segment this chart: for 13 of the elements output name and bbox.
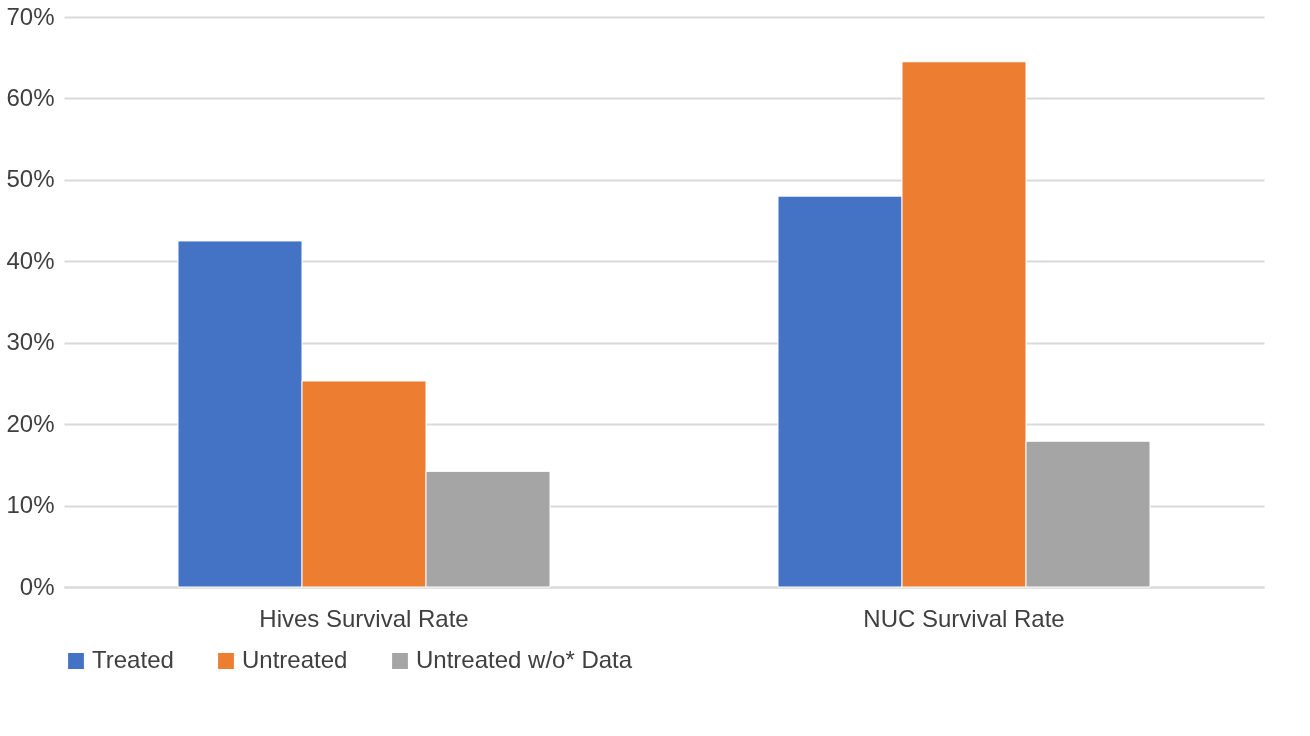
y-tick-label: 70% <box>6 2 55 30</box>
legend-label: Treated <box>92 646 174 673</box>
x-tick-label: Hives Survival Rate <box>259 604 469 632</box>
legend-label: Untreated <box>242 646 348 673</box>
y-tick-label: 30% <box>6 328 55 356</box>
y-tick-label: 50% <box>6 165 55 193</box>
y-tick-label: 0% <box>19 572 55 600</box>
legend-label: Untreated w/o* Data <box>416 646 633 673</box>
y-tick-label: 40% <box>6 246 55 274</box>
x-tick-label: NUC Survival Rate <box>863 604 1065 632</box>
y-tick-label: 20% <box>6 409 55 437</box>
y-tick-label: 10% <box>6 491 55 519</box>
y-tick-label: 60% <box>6 83 55 111</box>
